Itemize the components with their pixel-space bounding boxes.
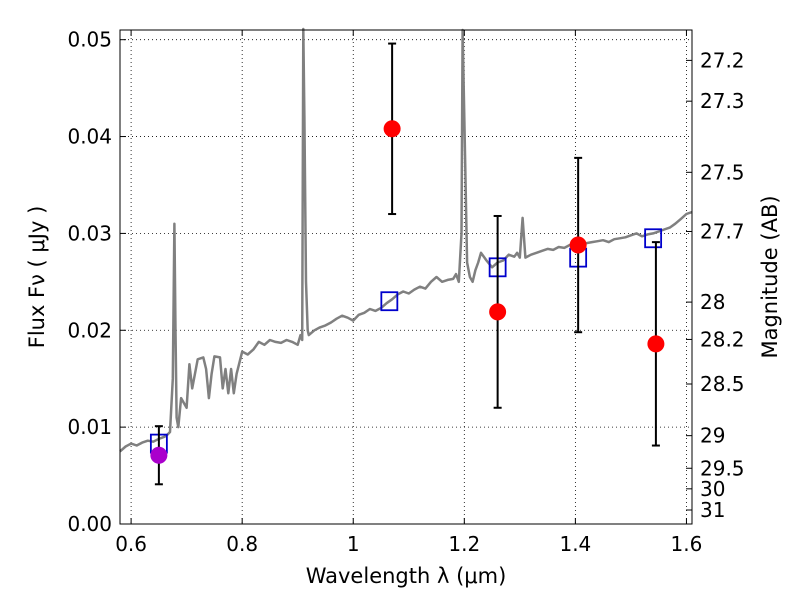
data-point <box>647 335 665 353</box>
x-axis-label: Wavelength λ (μm) <box>306 564 507 588</box>
y-axis: 0.00 0.01 0.02 0.03 0.04 0.05 <box>67 28 126 536</box>
right-axis-label: Magnitude (AB) <box>758 195 782 358</box>
y-tick-label: 0.03 <box>67 221 112 245</box>
mag-tick-label: 30 <box>700 477 725 501</box>
x-tick-label: 0.6 <box>115 532 147 556</box>
mag-tick-label: 27.7 <box>700 219 745 243</box>
x-tick-label: 1.6 <box>671 532 703 556</box>
y-axis-label: Flux Fν ( μJy ) <box>25 206 49 349</box>
data-point <box>569 236 587 254</box>
x-tick-label: 1.2 <box>448 532 480 556</box>
points-layer <box>149 42 665 486</box>
x-tick-label: 0.8 <box>226 532 258 556</box>
y-tick-label: 0.02 <box>67 318 112 342</box>
mag-tick-label: 31 <box>700 498 725 522</box>
x-axis: 0.6 0.8 1 1.2 1.4 1.6 <box>115 30 702 556</box>
mag-tick-label: 28.5 <box>700 372 745 396</box>
y-tick-label: 0.01 <box>67 415 112 439</box>
mag-tick-label: 28.2 <box>700 327 745 351</box>
x-tick-label: 1.4 <box>559 532 591 556</box>
y-tick-label: 0.00 <box>67 512 112 536</box>
mag-tick-label: 29.5 <box>700 456 745 480</box>
y-tick-label: 0.04 <box>67 125 112 149</box>
data-point <box>489 303 507 321</box>
mag-tick-label: 27.3 <box>700 89 745 113</box>
mag-tick-label: 27.5 <box>700 160 745 184</box>
mag-tick-label: 29 <box>700 424 725 448</box>
data-point <box>383 120 401 138</box>
plot-frame <box>119 29 693 525</box>
data-point <box>150 446 168 464</box>
y-tick-label: 0.05 <box>67 28 112 52</box>
model-square-marker <box>380 291 399 312</box>
mag-tick-label: 27.2 <box>700 48 745 72</box>
x-tick-label: 1 <box>347 532 360 556</box>
model-square-marker <box>644 228 663 249</box>
grid <box>120 30 692 524</box>
mag-tick-label: 28 <box>700 290 725 314</box>
